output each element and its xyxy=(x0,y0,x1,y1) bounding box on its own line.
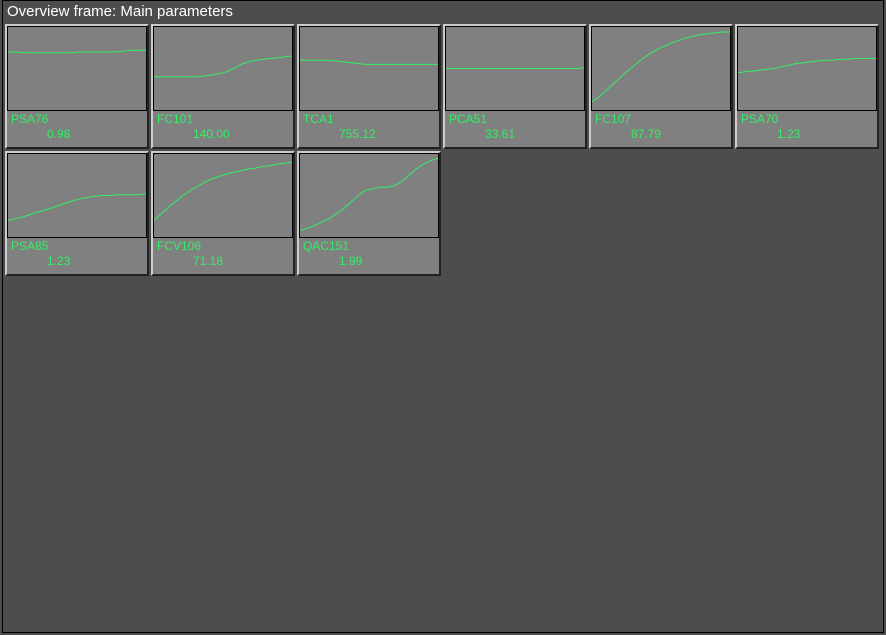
panel-value: 1.99 xyxy=(303,254,435,269)
panel-value: 0.98 xyxy=(11,127,143,142)
panel-info: FCV10671.18 xyxy=(153,238,293,269)
trend-chart xyxy=(299,26,439,111)
panel-value: 1.23 xyxy=(11,254,143,269)
panel-value: 755.12 xyxy=(303,127,435,142)
panel-info: FC10787.79 xyxy=(591,111,731,142)
trend-chart xyxy=(153,26,293,111)
trend-panel[interactable]: PSA701.23 xyxy=(735,24,879,149)
trend-panel[interactable]: TCA1755.12 xyxy=(297,24,441,149)
panel-info: PCA5133.61 xyxy=(445,111,585,142)
panels-grid: PSA760.98FC101140.00TCA1755.12PCA5133.61… xyxy=(3,22,883,278)
trend-chart xyxy=(591,26,731,111)
trend-panel[interactable]: PCA5133.61 xyxy=(443,24,587,149)
trend-panel[interactable]: PSA760.98 xyxy=(5,24,149,149)
panel-tag: QAC151 xyxy=(303,239,435,254)
trend-chart xyxy=(7,26,147,111)
panel-info: PSA851.23 xyxy=(7,238,147,269)
panel-value: 1.23 xyxy=(741,127,873,142)
panel-info: FC101140.00 xyxy=(153,111,293,142)
panel-tag: FC107 xyxy=(595,112,727,127)
frame-title: Overview frame: Main parameters xyxy=(3,1,883,22)
panel-info: TCA1755.12 xyxy=(299,111,439,142)
panel-tag: FC101 xyxy=(157,112,289,127)
panel-value: 33.61 xyxy=(449,127,581,142)
trend-panel[interactable]: FCV10671.18 xyxy=(151,151,295,276)
trend-chart xyxy=(7,153,147,238)
trend-chart xyxy=(299,153,439,238)
panel-value: 87.79 xyxy=(595,127,727,142)
panel-tag: FCV106 xyxy=(157,239,289,254)
panel-value: 140.00 xyxy=(157,127,289,142)
panel-info: QAC1511.99 xyxy=(299,238,439,269)
trend-chart xyxy=(153,153,293,238)
overview-frame: Overview frame: Main parameters PSA760.9… xyxy=(2,0,884,633)
trend-panel[interactable]: FC101140.00 xyxy=(151,24,295,149)
panel-tag: PSA76 xyxy=(11,112,143,127)
trend-panel[interactable]: QAC1511.99 xyxy=(297,151,441,276)
trend-chart xyxy=(445,26,585,111)
panel-tag: PSA70 xyxy=(741,112,873,127)
trend-panel[interactable]: PSA851.23 xyxy=(5,151,149,276)
trend-panel[interactable]: FC10787.79 xyxy=(589,24,733,149)
panel-tag: PCA51 xyxy=(449,112,581,127)
panel-tag: TCA1 xyxy=(303,112,435,127)
panel-info: PSA760.98 xyxy=(7,111,147,142)
panel-value: 71.18 xyxy=(157,254,289,269)
panel-tag: PSA85 xyxy=(11,239,143,254)
panel-info: PSA701.23 xyxy=(737,111,877,142)
trend-chart xyxy=(737,26,877,111)
